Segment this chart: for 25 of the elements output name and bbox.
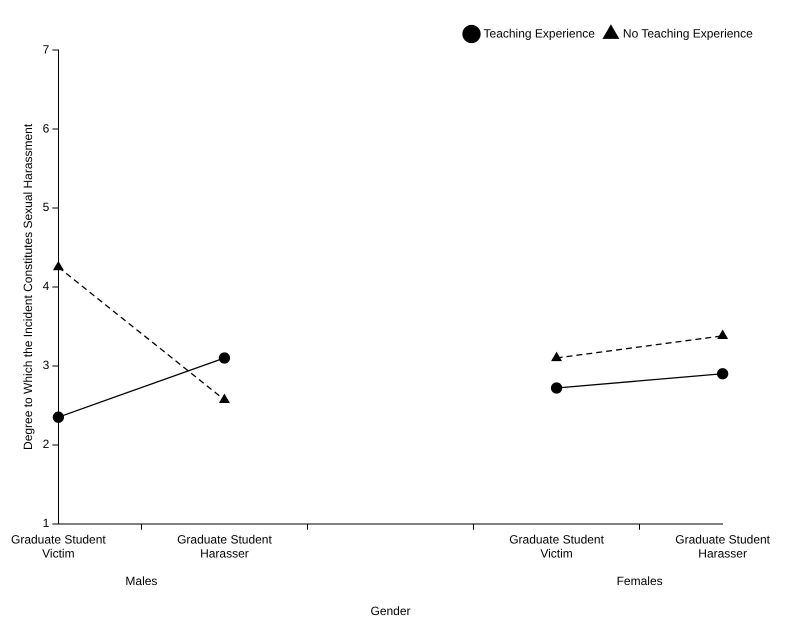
y-tick-label: 7 [42, 42, 50, 56]
point [552, 352, 562, 362]
x-axis-title: Gender [370, 604, 411, 618]
y-axis-title: Degree to Which the Incident Constitutes Sexual Harassment [20, 123, 35, 450]
x-tick-label: Graduate Student Victim [11, 532, 106, 561]
y-tick-label: 5 [42, 200, 50, 214]
point [550, 382, 562, 394]
y-tick-label: 3 [42, 358, 50, 372]
point [716, 368, 728, 380]
y-tick-label: 6 [42, 121, 50, 136]
text: Females [616, 574, 663, 588]
x-tick-label: Graduate Student Harasser [177, 532, 272, 561]
x-tick-label: Graduate Student Harasser [675, 532, 771, 561]
point [718, 330, 728, 340]
y-tick-label: 4 [42, 279, 50, 294]
legend-label: Teaching Experience [484, 26, 596, 40]
point [218, 352, 230, 364]
point [52, 412, 64, 423]
point [219, 394, 230, 403]
legend-label: No Teaching Experience [622, 26, 754, 40]
text: Males [125, 574, 158, 588]
point [53, 262, 64, 270]
y-tick-label: 1 [42, 516, 50, 530]
x-tick-label: Graduate Student Victim [509, 532, 605, 561]
y-tick-label: 2 [42, 437, 50, 452]
